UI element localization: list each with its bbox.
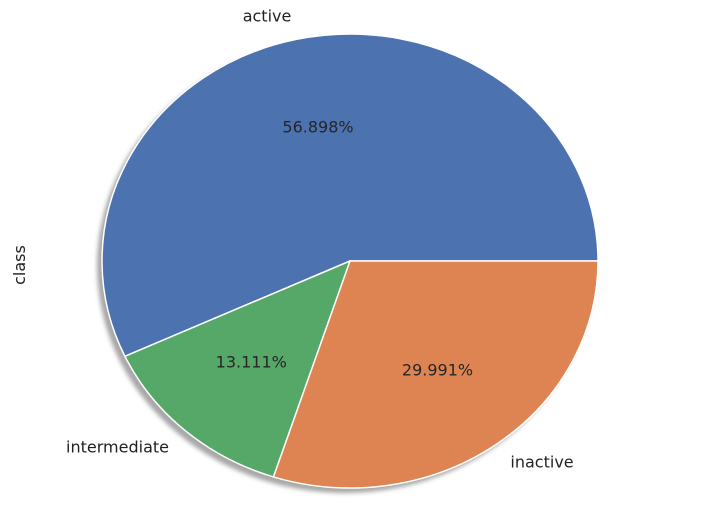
category-label-intermediate: intermediate [66,437,169,456]
pie-slice-inactive [272,260,599,489]
pie-slice-intermediate [123,259,352,478]
y-axis-label: class [10,245,29,285]
pct-label-active: 56.898% [282,117,353,136]
pct-label-intermediate: 13.111% [216,352,287,371]
pie-labels: 56.898% active 13.111% intermediate 29.991% i… [66,7,574,472]
category-label-active: active [243,7,292,26]
pie-slices [101,33,599,489]
pct-label-inactive: 29.991% [402,361,473,380]
pie-slice-active [101,33,599,358]
category-label-inactive: inactive [510,452,573,471]
